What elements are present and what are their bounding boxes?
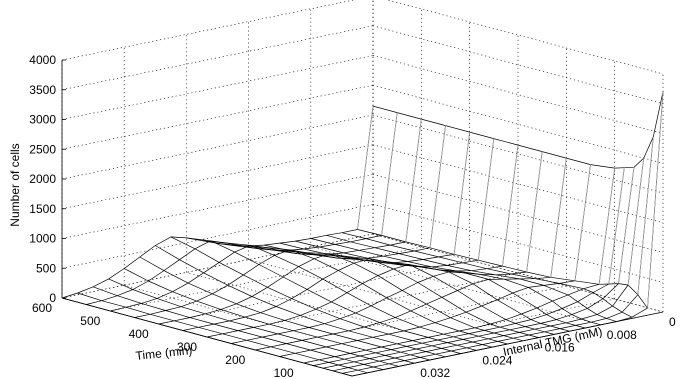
curtain-line-t600 bbox=[357, 106, 374, 230]
z-tick-label-3: 1500 bbox=[29, 202, 56, 216]
mesh-col-9 bbox=[232, 245, 524, 342]
floor-grid-t-5 bbox=[110, 246, 422, 312]
curtain-line-t250 bbox=[526, 151, 543, 273]
z-tick-label-6: 3000 bbox=[29, 113, 56, 127]
curtain-line-t80 bbox=[608, 167, 625, 285]
grid-line-z-left-1 bbox=[61, 203, 374, 269]
floor-grid-t-6 bbox=[61, 233, 374, 299]
x-axis-line bbox=[351, 311, 664, 377]
mesh-col-14 bbox=[155, 245, 446, 358]
floor-grid-t-4 bbox=[158, 259, 470, 325]
grid-line-z-left-3 bbox=[61, 144, 374, 210]
grid-line-z-left-8 bbox=[61, 0, 356, 61]
x-tick-label-0: 0 bbox=[669, 315, 676, 329]
grid-line-z-left-7 bbox=[61, 25, 374, 91]
curtain-line-t300 bbox=[502, 145, 519, 267]
x-tick-label-2: 0.016 bbox=[545, 341, 575, 355]
curtain-line-t20 bbox=[637, 136, 654, 295]
mesh-col-18 bbox=[92, 286, 384, 370]
y-tick-label-2: 200 bbox=[225, 353, 245, 367]
curtain-line-t60 bbox=[618, 167, 635, 284]
x-tick-label-3: 0.024 bbox=[482, 353, 512, 367]
curtain-line-t450 bbox=[429, 125, 446, 248]
mesh-col-17 bbox=[108, 278, 399, 367]
curtain-line-t350 bbox=[477, 138, 495, 261]
mesh-col-2 bbox=[341, 232, 633, 318]
mesh-col-7 bbox=[264, 244, 555, 335]
mesh-row-t400 bbox=[158, 132, 471, 325]
y-axis-label: Time (min) bbox=[135, 343, 193, 363]
y-tick-label-4: 400 bbox=[129, 327, 149, 341]
mesh-row-t350 bbox=[182, 138, 495, 331]
y-axis-line bbox=[61, 297, 353, 377]
grid-line-z-right-6 bbox=[372, 55, 664, 134]
z-tick-label-4: 2000 bbox=[29, 172, 56, 186]
curtain-line-t40 bbox=[627, 158, 645, 286]
mesh-col-10 bbox=[217, 243, 508, 345]
mesh-row-t600 bbox=[61, 106, 374, 299]
mesh-col-15 bbox=[139, 256, 430, 361]
mesh-col-16 bbox=[124, 268, 415, 364]
x-tick-label-4: 0.032 bbox=[420, 366, 450, 379]
mesh-col-8 bbox=[248, 245, 539, 338]
curtain-line-t0 bbox=[647, 91, 664, 309]
mesh-col-5 bbox=[295, 240, 586, 329]
mesh-row-t500 bbox=[110, 119, 422, 312]
mesh-col-1 bbox=[357, 229, 648, 309]
mesh-col-13 bbox=[170, 236, 461, 354]
mesh-col-0 bbox=[372, 91, 664, 169]
y-tick-label-5: 500 bbox=[80, 314, 100, 328]
mesh-col-11 bbox=[201, 240, 493, 348]
curtain-line-t200 bbox=[550, 158, 567, 278]
grid-line-z-right-4 bbox=[372, 114, 664, 194]
x-tick-label-1: 0.008 bbox=[607, 328, 637, 342]
z-tick-label-1: 500 bbox=[36, 261, 56, 275]
mesh-row-t250 bbox=[231, 151, 543, 344]
z-axis-label: Number of cells bbox=[8, 143, 22, 226]
grid-line-z-left-5 bbox=[61, 84, 374, 150]
grid-line-z-left-4 bbox=[61, 114, 374, 180]
mesh-col-19 bbox=[77, 292, 368, 374]
mesh-row-t150 bbox=[279, 164, 591, 357]
curtain-line-t400 bbox=[453, 132, 471, 255]
z-tick-label-0: 0 bbox=[49, 291, 56, 305]
mesh-row-t300 bbox=[206, 145, 519, 338]
z-tick-label-8: 4000 bbox=[29, 53, 56, 67]
y-tick-label-3: 300 bbox=[177, 340, 197, 354]
z-tick-label-5: 2500 bbox=[29, 142, 56, 156]
grid-line-z-left-6 bbox=[61, 55, 374, 120]
grid-line-z-left-2 bbox=[61, 174, 374, 239]
z-tick-label-2: 1000 bbox=[29, 232, 56, 246]
y-tick-label-6: 600 bbox=[32, 301, 52, 315]
curtain-line-t100 bbox=[598, 168, 616, 285]
curtain-line-t550 bbox=[381, 112, 398, 236]
curtain-line-t500 bbox=[405, 119, 422, 242]
mesh-col-4 bbox=[310, 238, 601, 326]
y-tick-label-1: 100 bbox=[274, 366, 294, 379]
axis-layer: 0 500 1000 1500 2000 2500 3000 3500 4000 0 100 200 3… bbox=[29, 53, 676, 379]
curtain-line-t150 bbox=[574, 164, 591, 281]
mesh-col-3 bbox=[326, 234, 617, 322]
mesh-col-12 bbox=[186, 237, 477, 351]
z-tick-label-7: 3500 bbox=[29, 83, 56, 97]
